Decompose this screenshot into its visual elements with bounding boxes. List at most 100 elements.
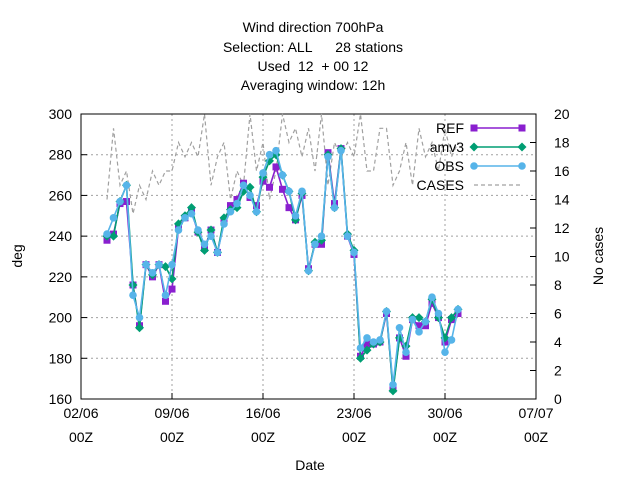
legend-item: CASES [417,177,522,193]
data-point [285,187,293,196]
title-line-2: Selection: ALL 28 stations [223,39,403,55]
y2-tick-label: 4 [554,334,562,350]
data-point [279,185,286,193]
x-tick-label-date: 09/06 [154,405,189,421]
data-point [181,214,189,222]
chart-title: Wind direction 700hPa Selection: ALL 28 … [223,19,403,93]
x-tick-label-date: 30/06 [427,405,462,421]
data-point [200,245,209,255]
y2-tick-label: 14 [554,192,570,208]
data-point [103,230,111,238]
y2-tick-labels: 0 2 4 6 8 10 12 14 16 18 20 [554,106,570,407]
data-point [161,291,170,299]
data-point [298,187,306,196]
legend-label: amv3 [430,139,464,155]
data-point [362,345,372,355]
y2-tick-label: 16 [554,163,570,179]
data-point [363,334,371,342]
legend-label: CASES [417,177,464,193]
series-layer [102,113,463,396]
x-tick-label-date: 16/06 [245,405,280,421]
x-tick-label-hour: 00Z [251,429,276,445]
data-point [415,322,423,330]
y2-tick-label: 6 [554,306,562,322]
data-point [337,146,345,155]
data-point [168,285,176,293]
y2-tick-label: 20 [554,106,570,122]
y2-tick-label: 18 [554,135,570,151]
y2-tick-label: 2 [554,363,562,379]
tick-marks [80,113,537,400]
data-point [470,124,478,132]
data-point [123,198,130,206]
legend-item: OBS [434,158,526,174]
plot-border [80,113,537,400]
data-point [414,313,424,323]
data-point [246,191,254,200]
data-point [265,150,274,159]
x-tick-label-date: 07/07 [518,405,553,421]
y-tick-label: 260 [49,187,73,203]
data-point [428,293,436,302]
data-point [350,248,358,257]
data-point [356,353,365,363]
data-point [447,313,456,323]
data-point [233,196,241,203]
data-point [135,313,144,322]
data-point [148,268,157,277]
data-point [174,226,183,234]
data-point [388,386,398,396]
x-tick-label-hour: 00Z [524,429,549,445]
data-point [311,240,319,249]
y-tick-label: 280 [49,147,73,163]
data-point [402,352,410,360]
data-point [129,291,137,299]
data-point [356,344,365,352]
data-point [434,309,443,318]
y-tick-label: 220 [49,269,73,285]
data-point [470,162,478,170]
data-point [109,231,118,241]
data-point [122,181,131,190]
x-tick-labels: 02/06 00Z 09/06 00Z 16/06 00Z 23/06 00Z 30/06 00Z… [63,405,553,445]
data-point [116,197,124,206]
legend-item: REF [436,120,526,136]
title-line-3: Used 12 + 00 12 [258,58,369,74]
data-point [421,317,430,326]
x-tick-label-hour: 00Z [69,429,94,445]
y2-tick-label: 10 [554,249,570,265]
legend-item: amv3 [430,139,527,155]
data-point [142,260,150,269]
title-line-4: Averaging window: 12h [241,77,386,93]
legend: REF amv3 OBS CASES [417,120,527,193]
data-point [239,181,248,190]
series-line [106,113,459,214]
series-obs [103,146,462,389]
data-point [259,169,267,177]
data-point [233,199,241,208]
data-point [408,315,417,324]
grid [81,114,536,399]
x-tick-label-date: 23/06 [336,405,371,421]
data-point [266,183,273,191]
data-point [330,203,339,212]
y-tick-label: 180 [49,350,73,366]
y2-tick-label: 12 [554,220,570,236]
data-point [324,152,332,161]
data-point [245,182,255,192]
data-point [226,207,235,216]
data-point [220,220,228,228]
data-point [291,211,300,220]
data-point [317,232,326,240]
y-tick-label: 240 [49,228,73,244]
legend-label: OBS [434,158,464,174]
data-point [447,336,456,344]
data-point [253,202,260,210]
data-point [518,124,526,132]
data-point [168,260,176,269]
data-point [187,203,196,213]
data-point [155,260,163,269]
data-point [454,305,462,314]
x-tick-label-date: 02/06 [63,405,98,421]
